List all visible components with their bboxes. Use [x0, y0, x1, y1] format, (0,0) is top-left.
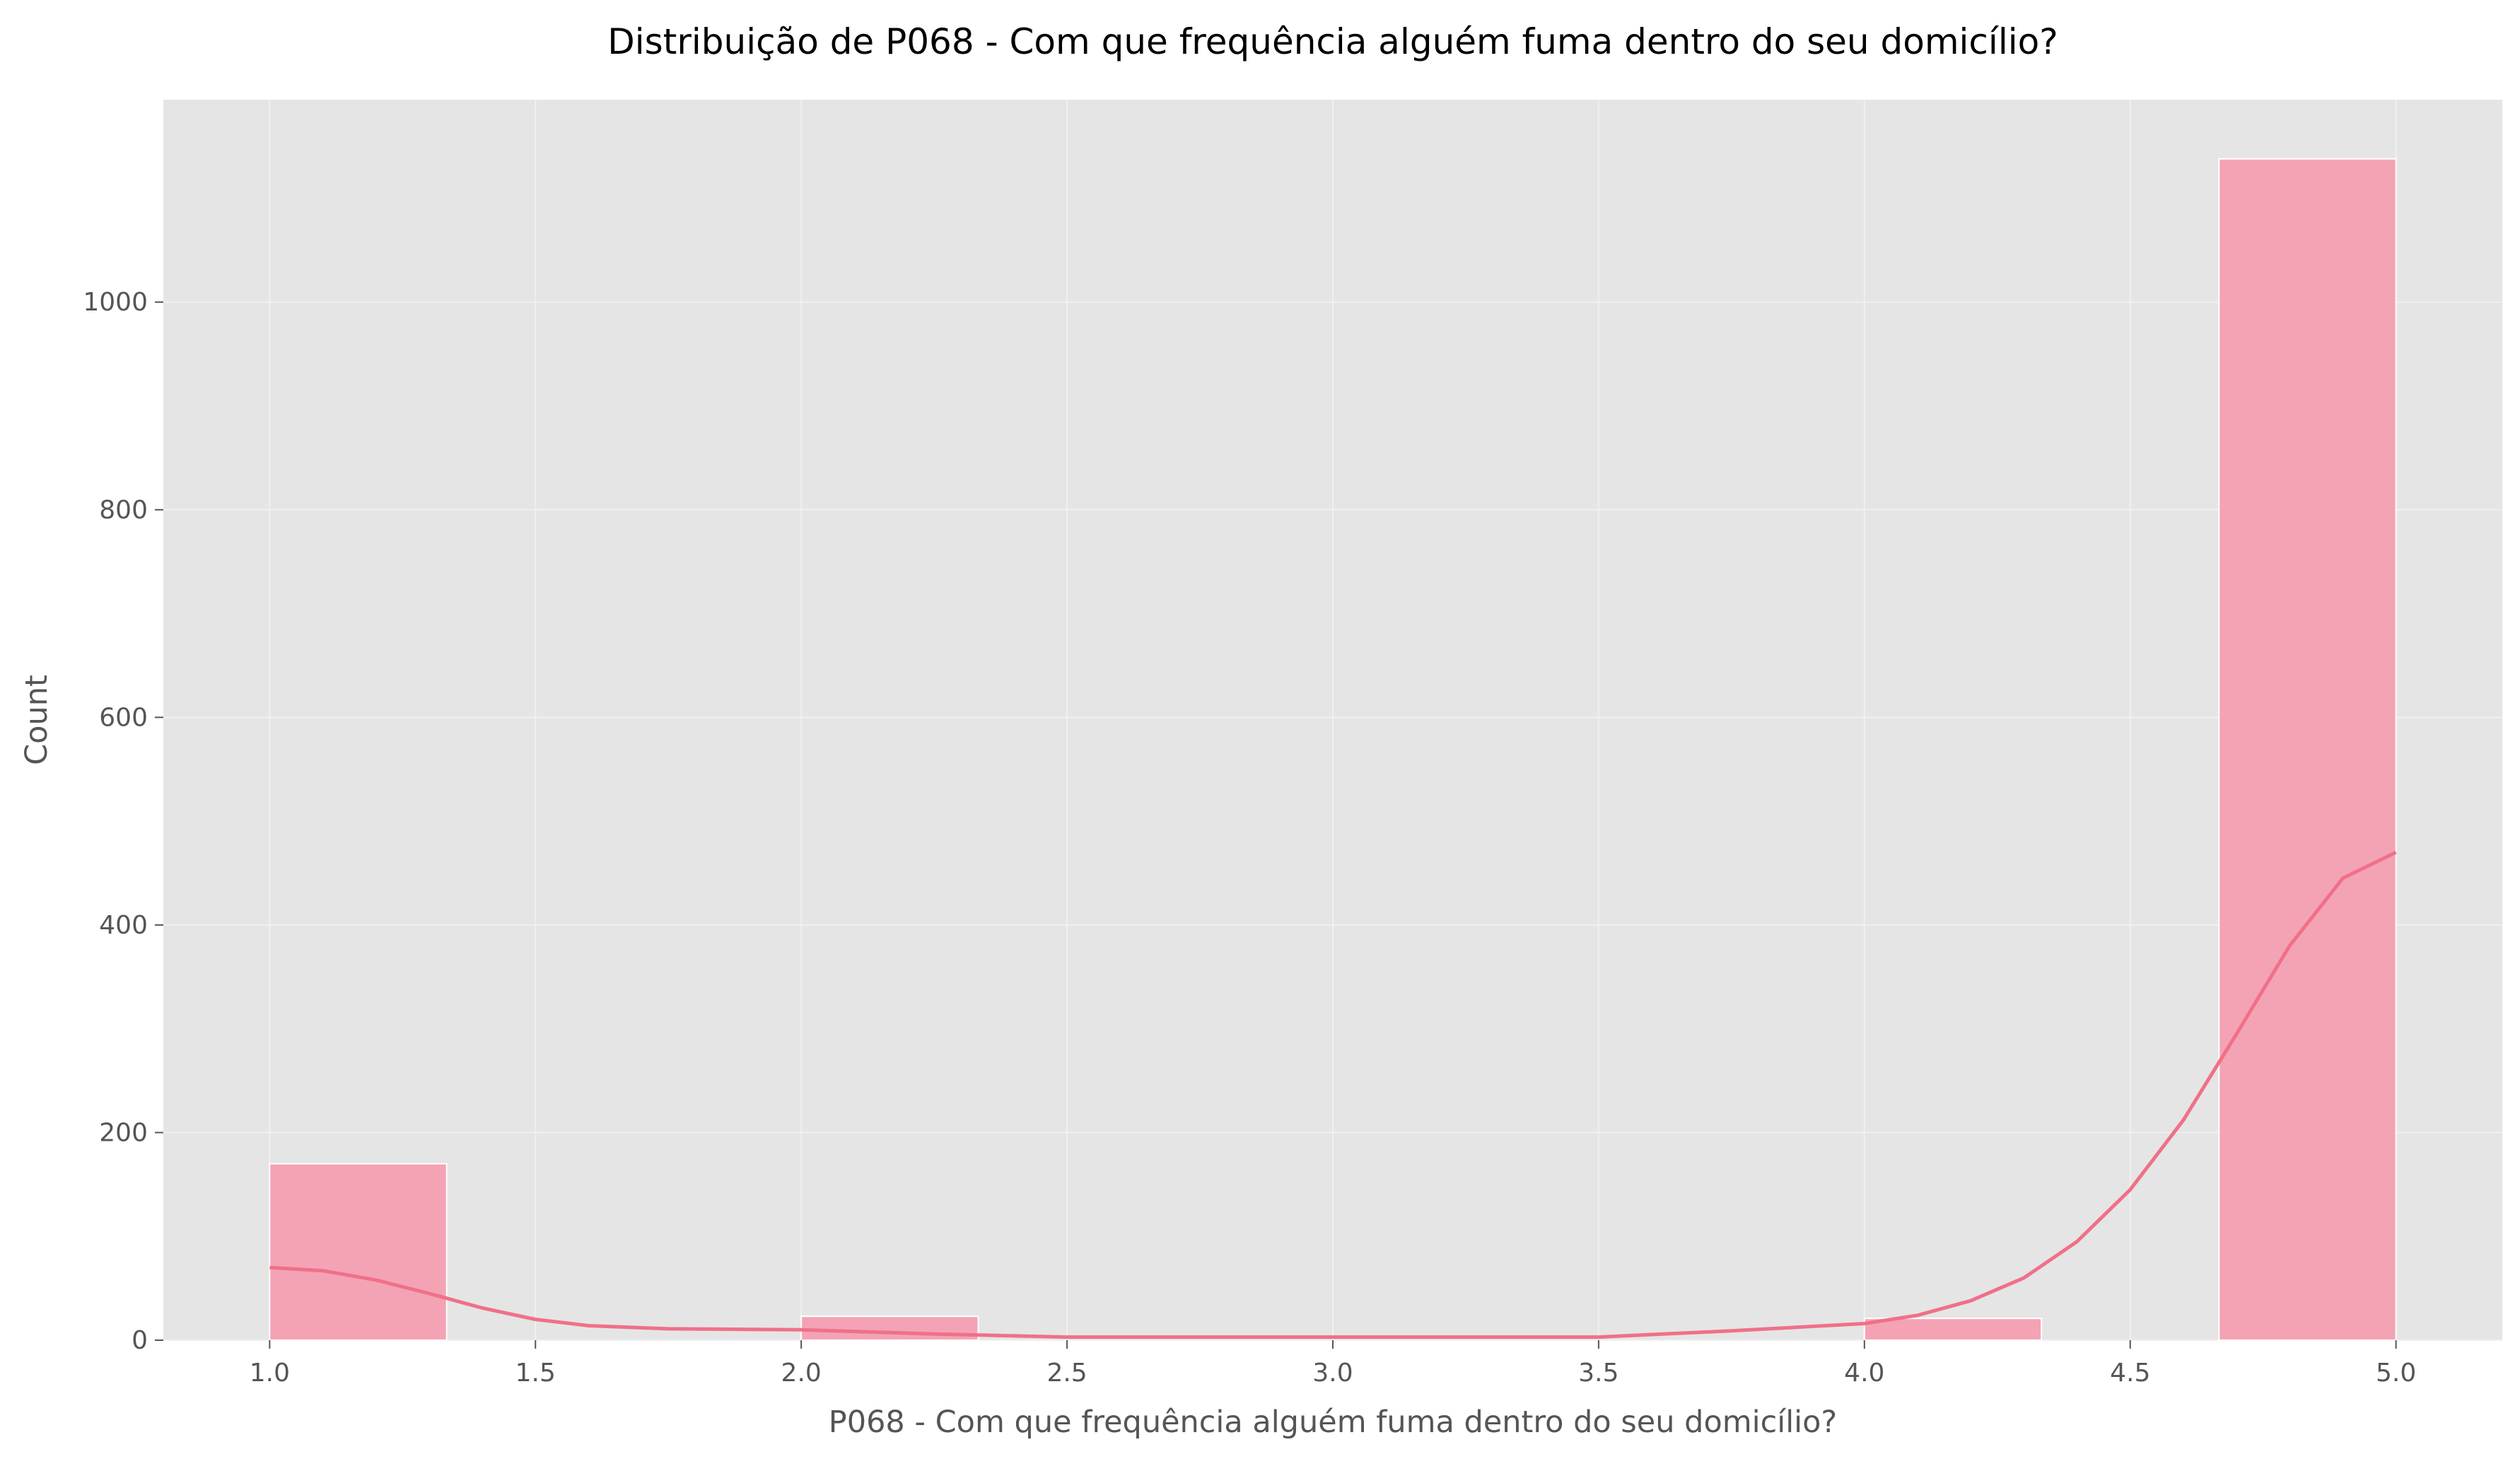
x-tick-label: 4.0	[1844, 1359, 1884, 1388]
y-tick-label: 1000	[83, 288, 148, 317]
x-tick-label: 2.0	[781, 1359, 822, 1388]
y-tick-label: 0	[132, 1326, 148, 1355]
x-tick-label: 5.0	[2376, 1359, 2416, 1388]
y-tick-label: 400	[99, 911, 148, 940]
histogram-bar	[2219, 159, 2396, 1340]
x-tick-label: 1.5	[515, 1359, 556, 1388]
histogram-bar	[1865, 1318, 2041, 1340]
y-tick-label: 600	[99, 703, 148, 732]
chart-title: Distribuição de P068 - Com que frequênci…	[607, 21, 2058, 62]
x-tick-label: 3.0	[1312, 1359, 1353, 1388]
x-axis-label: P068 - Com que frequência alguém fuma de…	[829, 1405, 1837, 1440]
x-tick-label: 3.5	[1578, 1359, 1618, 1388]
x-tick-label: 1.0	[250, 1359, 290, 1388]
x-tick-label: 2.5	[1046, 1359, 1087, 1388]
histogram-bar	[801, 1316, 978, 1340]
y-tick-label: 200	[99, 1118, 148, 1147]
y-axis-label: Count	[19, 675, 54, 765]
y-tick-label: 800	[99, 496, 148, 525]
histogram-bar	[269, 1163, 446, 1340]
x-tick-label: 4.5	[2110, 1359, 2150, 1388]
